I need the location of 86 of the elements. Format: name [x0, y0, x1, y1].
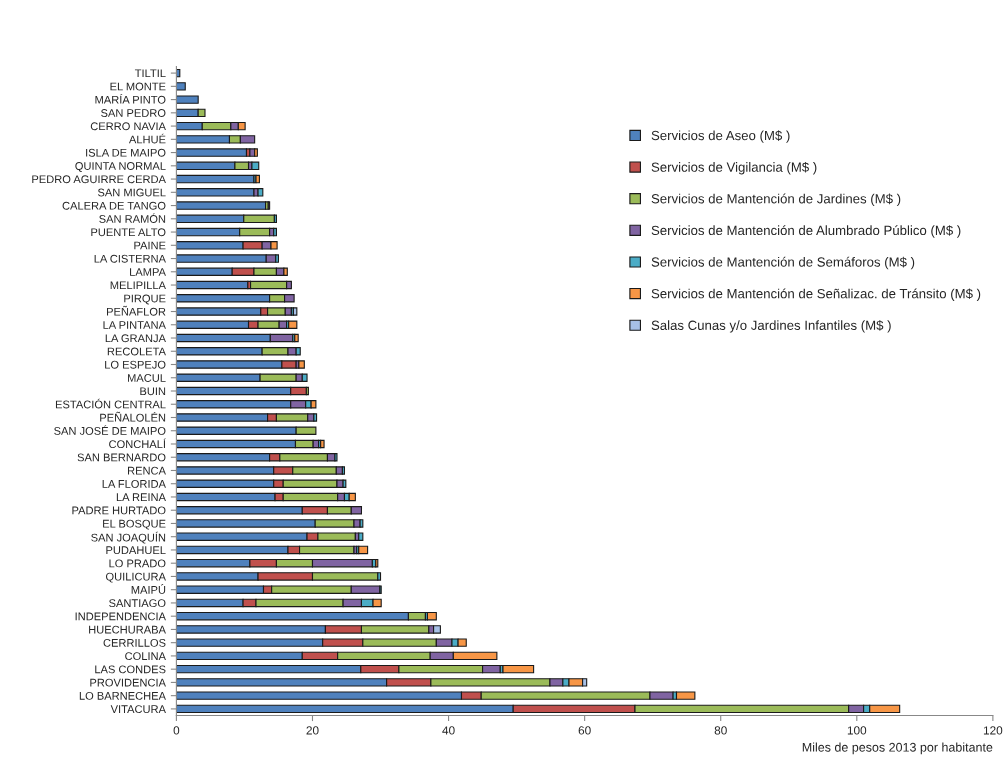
legend-label: Servicios de Mantención de Alumbrado Público (M$ )	[651, 225, 961, 238]
y-tick-label: CERRILLOS	[103, 638, 166, 647]
y-tick-label: CERRO NAVIA	[90, 122, 166, 131]
y-tick-label: CALERA DE TANGO	[62, 201, 166, 210]
y-tick-label: LA PINTANA	[103, 321, 166, 329]
y-tick-label: SANTIAGO	[109, 599, 166, 608]
legend-label: Servicios de Aseo (M$ )	[651, 130, 790, 143]
x-tick-label: 60	[578, 726, 591, 735]
y-tick-label: QUILICURA	[106, 572, 166, 583]
bar	[176, 188, 255, 197]
bar	[348, 492, 356, 502]
y-tick-label: LA GRANJA	[105, 334, 166, 343]
legend-label: Servicios de Mantención de Señalizac. de Tránsito (M$ )	[651, 288, 981, 301]
y-tick-label: PEDRO AGUIRRE CERDA	[32, 175, 166, 184]
x-tick-label: 40	[442, 726, 455, 735]
y-tick-label: PAINE	[134, 241, 166, 250]
y-tick-label: MAIPÚ	[131, 584, 166, 594]
bar	[358, 532, 364, 541]
y-tick-label: MARÍA PINTO	[95, 93, 166, 104]
bar	[675, 691, 696, 700]
bar	[288, 320, 298, 329]
bar	[273, 227, 277, 237]
bar	[176, 82, 186, 91]
bar	[358, 545, 369, 555]
y-tick-label: SAN JOAQUÍN	[91, 531, 166, 544]
bar	[176, 201, 267, 210]
y-tick-label: PUENTE ALTO	[91, 228, 166, 237]
y-tick-label: VITACURA	[110, 705, 166, 714]
x-tick-label: 80	[714, 726, 727, 735]
y-tick-label: LO ESPEJO	[105, 360, 166, 369]
x-tick-label: 100	[847, 726, 867, 735]
bar	[176, 174, 255, 184]
legend-label: Servicios de Mantención de Semáforos (M$ )	[651, 256, 915, 270]
y-tick-label: ISLA DE MAIPO	[86, 148, 166, 157]
bar	[426, 611, 437, 621]
y-tick-label: ALHUÉ	[128, 133, 166, 144]
y-tick-label: HUECHURABA	[89, 625, 166, 634]
y-tick-label: PEÑALOLÉN	[100, 411, 166, 422]
y-tick-label: BUIN	[140, 387, 166, 396]
y-tick-label: COLINA	[125, 652, 166, 661]
y-tick-label: LA FLORIDA	[102, 479, 166, 488]
x-tick-label: 0	[173, 726, 180, 735]
bar	[298, 360, 305, 369]
x-tick-label: 20	[306, 726, 319, 735]
bar	[176, 95, 199, 104]
y-tick-label: LA CISTERNA	[94, 254, 166, 263]
y-tick-label: TILTIL	[134, 69, 166, 78]
y-tick-label: PUDAHUEL	[106, 546, 166, 555]
legend-label: Servicios de Vigilancia (M$ )	[651, 161, 817, 175]
bar	[176, 280, 249, 290]
x-tick-label: 120	[983, 726, 1003, 735]
y-tick-label: LO BARNECHEA	[79, 691, 166, 700]
y-tick-label: SAN RAMÓN	[99, 213, 166, 223]
y-tick-label: ESTACIÓN CENTRAL	[55, 398, 166, 409]
y-tick-label: QUINTA NORMAL	[75, 162, 166, 172]
y-tick-label: LA REINA	[116, 493, 166, 501]
y-tick-label: PEÑAFLOR	[107, 305, 166, 316]
y-tick-label: LO PRADO	[109, 559, 166, 568]
y-tick-label: EL MONTE	[110, 82, 166, 91]
bar	[257, 188, 264, 197]
y-tick-label: PADRE HURTADO	[72, 506, 166, 515]
y-tick-label: CONCHALÍ	[109, 438, 166, 449]
bar	[176, 148, 248, 157]
x-axis-title: Miles de pesos 2013 por habitante	[802, 742, 993, 755]
y-tick-label: PIRQUE	[124, 294, 166, 305]
y-tick-label: LAMPA	[130, 268, 166, 276]
y-tick-label: SAN JOSÉ DE MAIPO	[54, 425, 166, 435]
y-tick-label: SAN PEDRO	[101, 109, 166, 117]
bar	[292, 307, 298, 316]
y-tick-label: PROVIDENCIA	[90, 678, 166, 687]
bar	[251, 161, 260, 171]
y-tick-label: MACUL	[128, 374, 166, 382]
bar	[375, 559, 379, 568]
y-tick-label: INDEPENDENCIA	[75, 612, 166, 621]
y-tick-label: SAN BERNARDO	[77, 453, 166, 462]
bar	[249, 148, 256, 157]
y-tick-label: RENCA	[128, 466, 166, 475]
bar	[250, 280, 288, 290]
bar	[502, 664, 535, 674]
legend-label: Salas Cunas y/o Jardines Infantiles (M$ )	[651, 320, 891, 333]
y-tick-label: LAS CONDES	[95, 665, 166, 674]
y-tick-label: SAN MIGUEL	[97, 188, 166, 197]
y-tick-label: MELIPILLA	[110, 281, 166, 290]
y-tick-label: RECOLETA	[107, 347, 166, 356]
y-tick-label: EL BOSQUE	[103, 519, 166, 530]
legend-label: Servicios de Mantención de Jardines (M$ )	[651, 193, 901, 207]
